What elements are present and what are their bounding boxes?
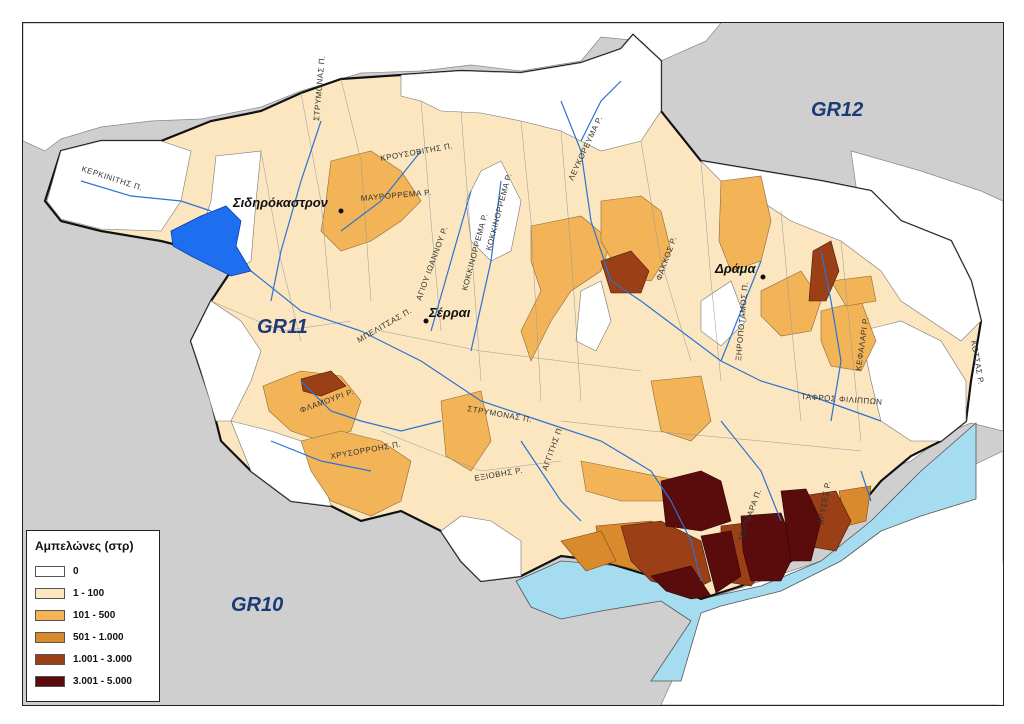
legend-item: 101 - 500 [35, 607, 115, 623]
legend-label: 101 - 500 [73, 609, 116, 621]
subbasin-delta-south [650, 565, 712, 600]
legend-item: 1.001 - 3.000 [35, 651, 132, 667]
legend-swatch [35, 631, 65, 643]
legend-swatch [35, 675, 65, 687]
region-label-gr10: GR10 [231, 594, 283, 616]
subbasin-chrysorroi [300, 430, 412, 517]
legend-label: 1.001 - 3.000 [73, 653, 132, 665]
subbasin-flamouri-north [300, 370, 347, 397]
subbasin-divides [210, 78, 862, 472]
subbasin-east [860, 320, 967, 442]
subbasins-class-0 [46, 34, 982, 582]
legend-item: 3.001 - 5.000 [35, 673, 132, 689]
region-label-gr12: GR12 [811, 99, 863, 121]
city-dot-drama [760, 274, 766, 280]
subbasin-kefalari-north [808, 240, 840, 302]
region-label-gr11: GR11 [257, 316, 308, 338]
legend-label: 501 - 1.000 [73, 631, 124, 643]
subbasin-drama-east [760, 270, 822, 337]
subbasin-central-east [650, 375, 712, 442]
legend-item: 501 - 1.000 [35, 629, 124, 645]
map-frame: GR12 GR11 GR10 Σιδηρόκαστρον Σέρραι Δράμ… [22, 22, 1004, 706]
subbasin-drama [700, 280, 747, 347]
lake-kerkini [170, 205, 252, 277]
subbasin-mavrorrema [320, 150, 422, 252]
legend-swatch [35, 587, 65, 599]
city-label-drama: Δράμα [714, 261, 757, 276]
legend-swatch [35, 609, 65, 621]
subbasin-west [190, 300, 262, 422]
legend: Αμπελώνες (στρ) 0 1 - 100 101 - 500 501 … [26, 530, 160, 702]
rivers [80, 80, 882, 582]
legend-label: 3.001 - 5.000 [73, 675, 132, 687]
legend-label: 1 - 100 [73, 587, 105, 599]
legend-item: 0 [35, 563, 79, 579]
subbasins-class-101-500 [262, 150, 877, 517]
subbasin-south [440, 515, 522, 582]
legend-swatch [35, 653, 65, 665]
city-label-sidirokastro: Σιδηρόκαστρον [232, 195, 329, 210]
subbasin-kerkinitis [46, 140, 192, 232]
subbasin-delta-west [560, 530, 617, 572]
legend-title: Αμπελώνες (στρ) [35, 539, 134, 553]
legend-item: 1 - 100 [35, 585, 104, 601]
subbasin-small-east [830, 275, 877, 307]
subbasin-marmara [740, 512, 797, 582]
city-dot-sidirokastro [338, 208, 344, 214]
island [951, 561, 1003, 705]
subbasin-center-2 [575, 280, 612, 352]
legend-swatch [35, 565, 65, 577]
map-canvas: GR12 GR11 GR10 Σιδηρόκαστρον Σέρραι Δράμ… [23, 23, 1003, 705]
subbasins-class-3001-5000 [650, 470, 822, 600]
subbasin-strymonas-mid [440, 390, 492, 472]
city-dot-serres [423, 318, 429, 324]
subbasin-coast-3 [700, 530, 742, 594]
subbasin-vryses [780, 488, 822, 562]
legend-label: 0 [73, 565, 79, 577]
city-label-serres: Σέρραι [428, 305, 471, 320]
subbasin-northeast [700, 160, 982, 342]
